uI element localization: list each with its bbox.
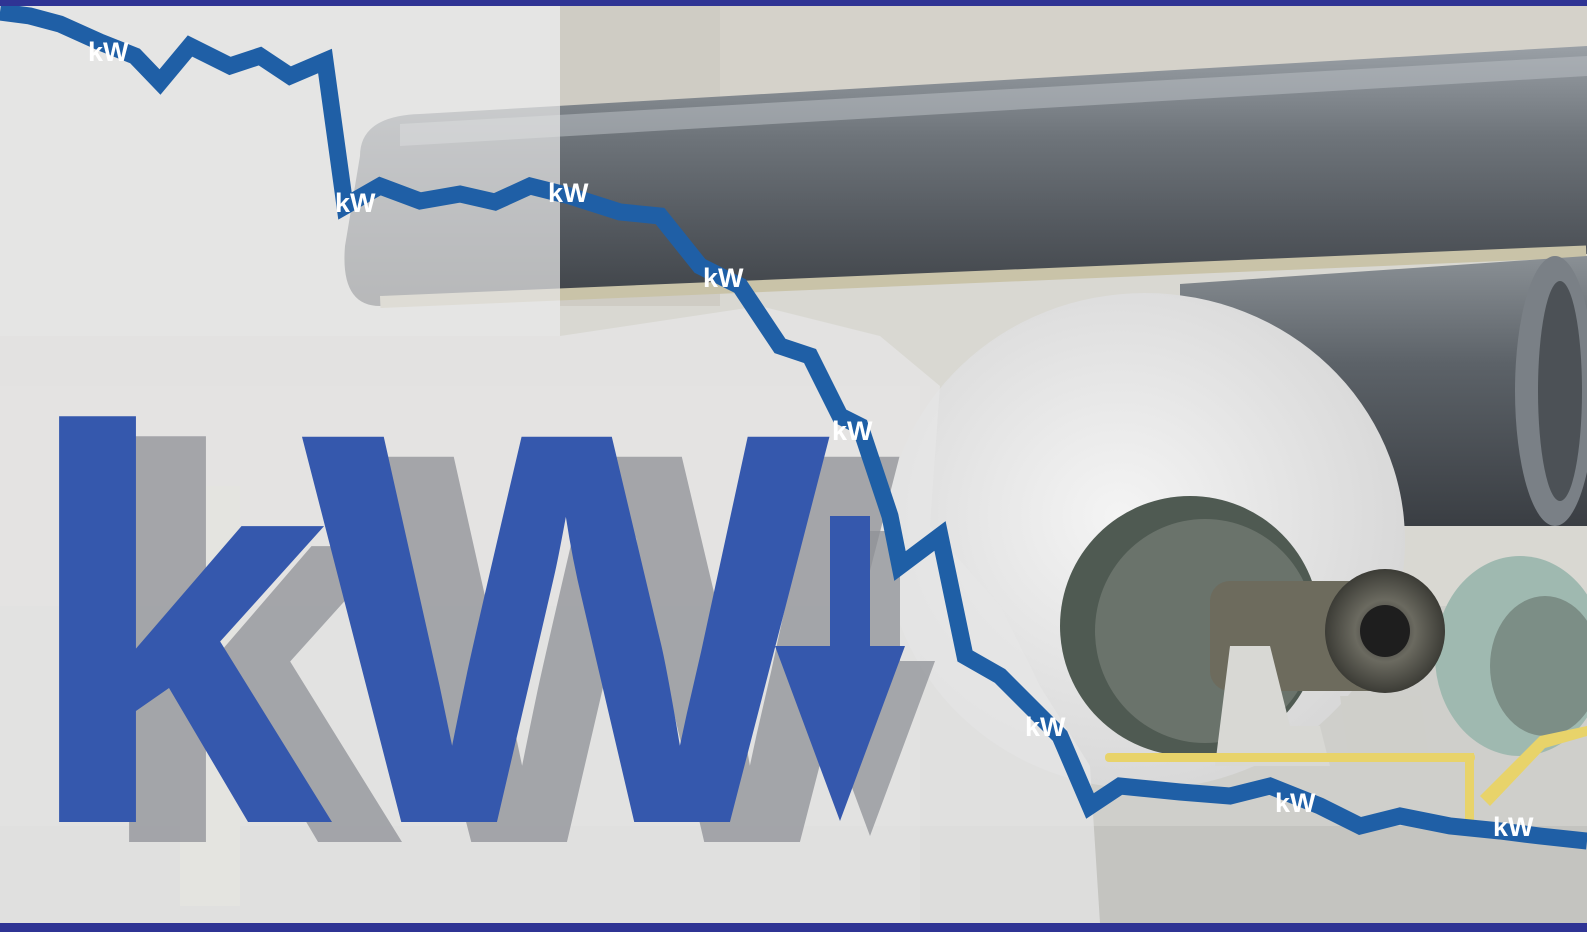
line-label-1: kW — [88, 37, 129, 67]
teal-roll — [1435, 556, 1587, 756]
line-label-2: kW — [335, 188, 376, 218]
line-label-3: kW — [548, 178, 589, 208]
top-frame-band — [0, 0, 1587, 6]
line-label-8: kW — [1493, 812, 1534, 842]
headline-kw: kW — [20, 315, 835, 923]
poster-artwork: kW kW kW kW kW kW kW kW kW kW — [0, 6, 1587, 923]
yellow-safety-rail — [1105, 726, 1587, 823]
line-label-6: kW — [1025, 712, 1066, 742]
down-arrow-icon — [775, 516, 935, 836]
headline-shadow: kW — [90, 335, 905, 923]
line-label-7: kW — [1275, 788, 1316, 818]
bottom-frame-band — [0, 923, 1587, 932]
power-consumption-line — [0, 6, 1587, 850]
line-label-5: kW — [832, 416, 873, 446]
grey-roller-top — [344, 46, 1587, 308]
line-label-4: kW — [703, 263, 744, 293]
shaft-hub-machinery — [1210, 569, 1445, 766]
